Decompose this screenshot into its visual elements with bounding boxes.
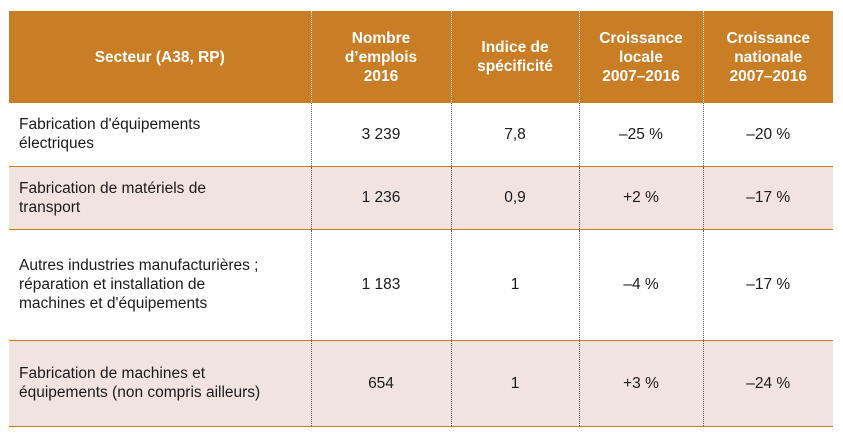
header-line: 2007–2016 — [729, 67, 808, 85]
cell-indice: 7,8 — [450, 103, 579, 166]
cell-secteur: Autres industries manufacturières ; répa… — [9, 229, 311, 340]
header-row: Secteur (A38, RP) Nombre d’emplois 2016 … — [9, 11, 833, 103]
cell-emplois: 1 183 — [310, 229, 451, 340]
cell-croissance-nationale: –17 % — [702, 229, 833, 340]
header-line: 2016 — [363, 67, 399, 85]
cell-emplois: 1 236 — [310, 166, 451, 229]
secteur-line: électriques — [19, 135, 94, 153]
sector-employment-table: Secteur (A38, RP) Nombre d’emplois 2016 … — [9, 11, 833, 427]
cell-croissance-nationale: –24 % — [702, 340, 833, 426]
cell-croissance-locale: –4 % — [578, 229, 703, 340]
cell-secteur: Fabrication d'équipements électriques — [9, 103, 311, 166]
secteur-line: transport — [19, 198, 81, 216]
cell-croissance-nationale: –20 % — [702, 103, 833, 166]
table-header: Secteur (A38, RP) Nombre d’emplois 2016 … — [9, 11, 833, 103]
secteur-line: Fabrication de matériels de — [19, 179, 206, 197]
table-row: Autres industries manufacturières ; répa… — [9, 229, 833, 340]
data-table-container: Secteur (A38, RP) Nombre d’emplois 2016 … — [9, 11, 833, 427]
header-line: d’emplois — [344, 48, 418, 66]
secteur-line: réparation et installation de — [19, 276, 206, 293]
header-line: nationale — [734, 48, 803, 66]
header-croissance-locale: Croissance locale 2007–2016 — [578, 11, 703, 103]
cell-emplois: 3 239 — [310, 103, 451, 166]
header-croissance-nationale: Croissance nationale 2007–2016 — [702, 11, 833, 103]
cell-indice: 0,9 — [450, 166, 579, 229]
secteur-line: machines et d'équipements — [19, 295, 208, 312]
cell-secteur: Fabrication de machines et équipements (… — [9, 340, 311, 426]
cell-croissance-locale: +3 % — [578, 340, 703, 426]
header-secteur: Secteur (A38, RP) — [9, 11, 311, 103]
header-indice-specificite: Indice de spécificité — [450, 11, 579, 103]
header-nombre-emplois: Nombre d’emplois 2016 — [310, 11, 451, 103]
header-line: 2007–2016 — [602, 67, 680, 85]
header-line: Croissance — [726, 29, 811, 47]
header-line: locale — [619, 48, 663, 66]
table-body: Fabrication d'équipements électriques 3 … — [9, 103, 833, 426]
table-row: Fabrication d'équipements électriques 3 … — [9, 103, 833, 166]
header-line: spécificité — [477, 58, 553, 75]
secteur-line: Fabrication d'équipements — [19, 116, 201, 134]
secteur-line: Autres industries manufacturières ; — [19, 257, 259, 274]
cell-croissance-nationale: –17 % — [702, 166, 833, 229]
secteur-line: Fabrication de machines et — [19, 365, 206, 382]
cell-croissance-locale: –25 % — [578, 103, 703, 166]
header-line: Nombre — [351, 29, 411, 47]
cell-indice: 1 — [450, 340, 579, 426]
header-line: Secteur (A38, RP) — [94, 48, 225, 66]
cell-secteur: Fabrication de matériels de transport — [9, 166, 311, 229]
header-line: Croissance — [599, 29, 683, 47]
cell-emplois: 654 — [310, 340, 451, 426]
cell-croissance-locale: +2 % — [578, 166, 703, 229]
header-line: Indice de — [481, 39, 549, 56]
secteur-line: équipements (non compris ailleurs) — [19, 384, 261, 401]
table-row: Fabrication de machines et équipements (… — [9, 340, 833, 426]
cell-indice: 1 — [450, 229, 579, 340]
table-row: Fabrication de matériels de transport 1 … — [9, 166, 833, 229]
